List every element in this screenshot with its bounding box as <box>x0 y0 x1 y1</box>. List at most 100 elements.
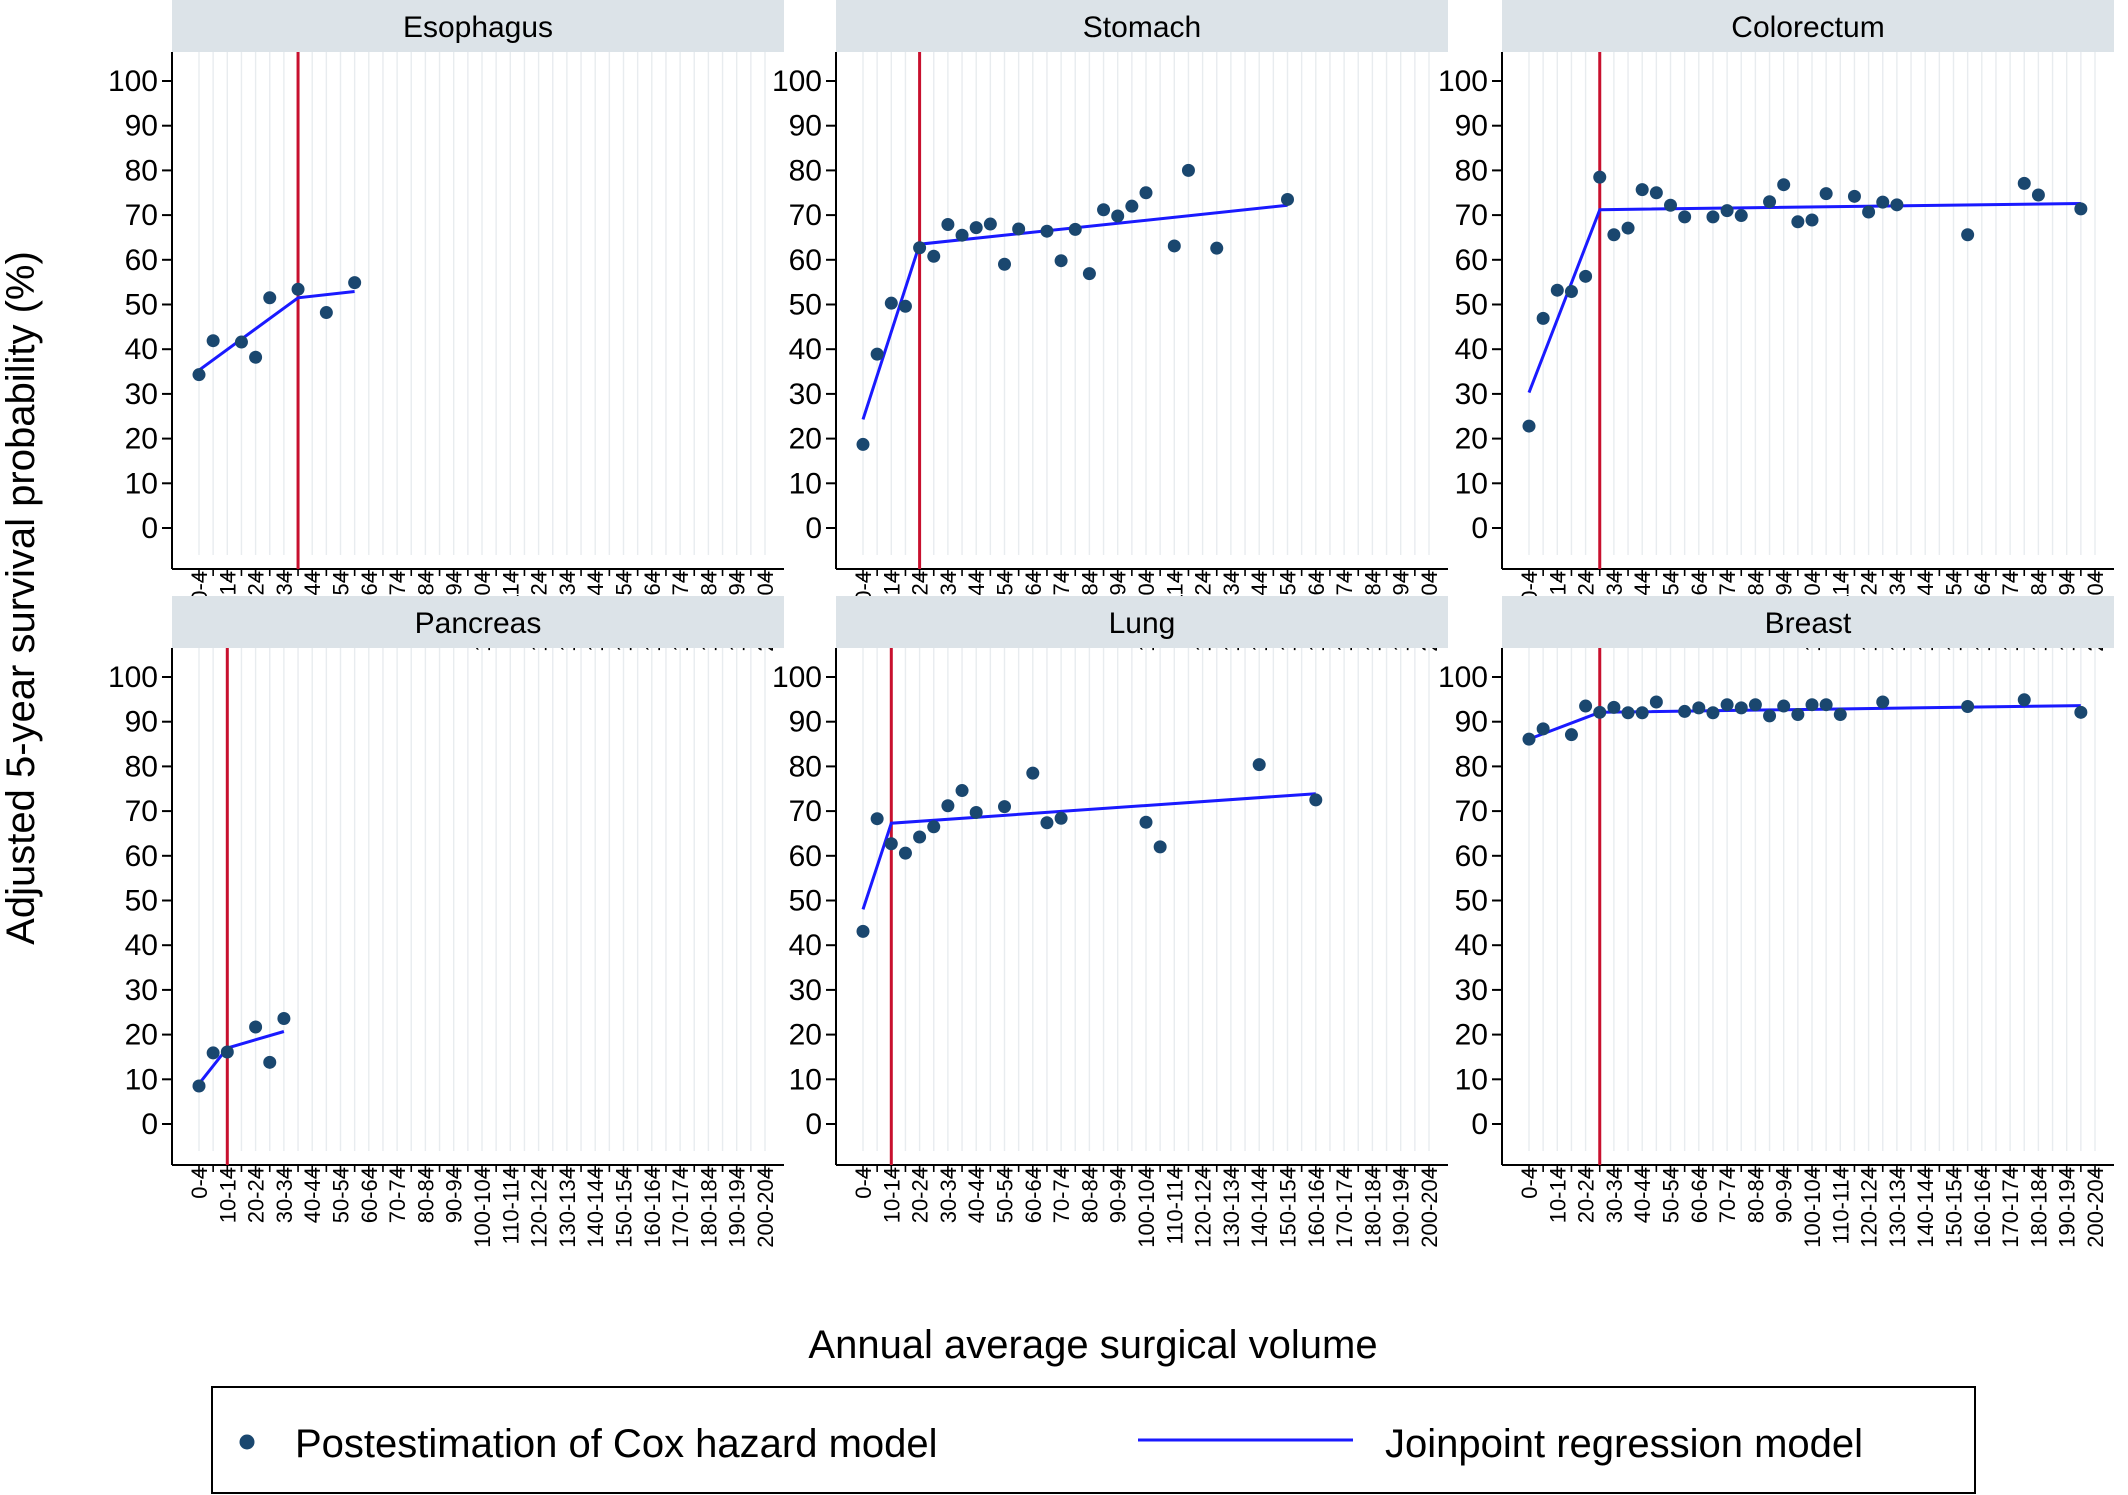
data-point <box>1593 170 1607 184</box>
y-tick-label: 0 <box>805 512 822 545</box>
data-point <box>1706 210 1720 224</box>
x-tick-label: 40-44 <box>1630 1167 1655 1223</box>
x-tick-label: 180-184 <box>2026 1167 2051 1248</box>
data-point <box>1862 205 1876 219</box>
y-tick-label: 10 <box>789 467 822 500</box>
data-point <box>1139 815 1153 829</box>
x-tick-label: 200-204 <box>753 1167 778 1248</box>
x-tick-label: 50-54 <box>993 1167 1018 1223</box>
x-tick-label: 100-104 <box>1134 1167 1159 1248</box>
fit-line-esophagus <box>198 290 355 372</box>
y-tick-label: 0 <box>141 512 158 545</box>
x-tick-label: 40-44 <box>300 1167 325 1223</box>
y-tick-label: 70 <box>1455 199 1488 232</box>
x-tick-label: 180-184 <box>696 1167 721 1248</box>
fit-line-colorectum <box>1527 202 2081 394</box>
y-tick-label: 10 <box>125 467 158 500</box>
legend-label-fit: Joinpoint regression model <box>1385 1422 1863 1466</box>
data-point <box>206 1046 220 1060</box>
data-point <box>2031 188 2045 202</box>
x-tick-label: 0-4 <box>1517 1167 1542 1199</box>
data-point <box>1097 203 1111 217</box>
y-tick-label: 70 <box>1455 795 1488 828</box>
data-point <box>1876 695 1890 709</box>
x-tick-label: 20-24 <box>908 1167 933 1223</box>
y-tick-label: 80 <box>789 750 822 783</box>
y-tick-label: 30 <box>125 378 158 411</box>
data-point <box>1876 195 1890 209</box>
y-tick-label: 20 <box>125 1019 158 1052</box>
y-tick-label: 30 <box>1455 974 1488 1007</box>
data-point <box>1763 709 1777 723</box>
data-point <box>941 217 955 231</box>
y-tick-label: 50 <box>125 289 158 322</box>
y-tick-label: 90 <box>1455 110 1488 143</box>
y-tick-label: 20 <box>789 1019 822 1052</box>
x-tick-label: 80-84 <box>1077 1167 1102 1223</box>
strip-title-stomach: Stomach <box>1083 11 1201 44</box>
data-point <box>1111 209 1125 223</box>
strip-title-pancreas: Pancreas <box>415 607 542 640</box>
data-point <box>1763 195 1777 209</box>
data-point <box>955 228 969 242</box>
y-tick-label: 90 <box>1455 706 1488 739</box>
data-point <box>955 784 969 798</box>
data-point <box>898 299 912 313</box>
y-tick-label: 100 <box>1438 661 1488 694</box>
x-tick-label: 130-134 <box>1219 1167 1244 1248</box>
y-tick-label: 40 <box>1455 929 1488 962</box>
data-point <box>1748 698 1762 712</box>
data-point <box>1210 241 1224 255</box>
x-tick-label: 190-194 <box>2055 1167 2080 1248</box>
data-point <box>969 221 983 235</box>
data-point <box>220 1045 234 1059</box>
data-point <box>1536 722 1550 736</box>
data-point <box>1181 163 1195 177</box>
x-tick-label: 60-64 <box>357 1167 382 1223</box>
y-tick-label: 20 <box>1455 423 1488 456</box>
facet-panels: Esophagus01020304050607080901000-410-142… <box>108 0 2114 1248</box>
y-tick-label: 0 <box>141 1108 158 1141</box>
panel-lung: Lung 0 10 20 30 40 50 60 70 80 90 100 0-4 10-14 20-24 3… <box>772 596 1448 1248</box>
x-tick-label: 50-54 <box>1659 1167 1684 1223</box>
y-tick-label: 70 <box>789 199 822 232</box>
y-tick-label: 60 <box>789 840 822 873</box>
data-point <box>1054 811 1068 825</box>
x-tick-label: 190-194 <box>725 1167 750 1248</box>
legend-label-points: Postestimation of Cox hazard model <box>295 1422 938 1466</box>
y-tick-label: 10 <box>789 1063 822 1096</box>
y-tick-label: 100 <box>108 65 158 98</box>
data-point <box>263 1055 277 1069</box>
strip-title-esophagus: Esophagus <box>403 11 553 44</box>
data-point <box>263 291 277 305</box>
x-tick-label: 120-124 <box>1191 1167 1216 1248</box>
y-tick-label: 20 <box>1455 1019 1488 1052</box>
data-point <box>941 799 955 813</box>
y-tick-label: 80 <box>789 154 822 187</box>
strip-pancreas <box>172 596 784 648</box>
legend: Postestimation of Cox hazard model Joinp… <box>211 1386 1976 1494</box>
data-point <box>1593 705 1607 719</box>
data-point <box>319 306 333 320</box>
x-tick-label: 120-124 <box>1857 1167 1882 1248</box>
data-point <box>1068 222 1082 236</box>
x-tick-label: 160-164 <box>1304 1167 1329 1248</box>
data-point <box>1040 816 1054 830</box>
data-point <box>1777 699 1791 713</box>
data-point <box>1961 228 1975 242</box>
y-tick-label: 70 <box>789 795 822 828</box>
x-tick-label: 190-194 <box>1389 1167 1414 1248</box>
x-tick-label: 160-164 <box>1970 1167 1995 1248</box>
data-point <box>1961 700 1975 714</box>
data-point <box>1564 728 1578 742</box>
x-tick-label: 110-114 <box>498 1167 523 1244</box>
x-tick-label: 110-114 <box>1162 1167 1187 1244</box>
data-point <box>870 812 884 826</box>
data-point <box>1564 285 1578 299</box>
x-tick-label: 140-144 <box>1913 1167 1938 1248</box>
x-tick-label: 100-104 <box>470 1167 495 1248</box>
data-point <box>1847 189 1861 203</box>
data-point <box>1281 192 1294 206</box>
y-tick-label: 100 <box>1438 65 1488 98</box>
data-point <box>1791 215 1805 229</box>
